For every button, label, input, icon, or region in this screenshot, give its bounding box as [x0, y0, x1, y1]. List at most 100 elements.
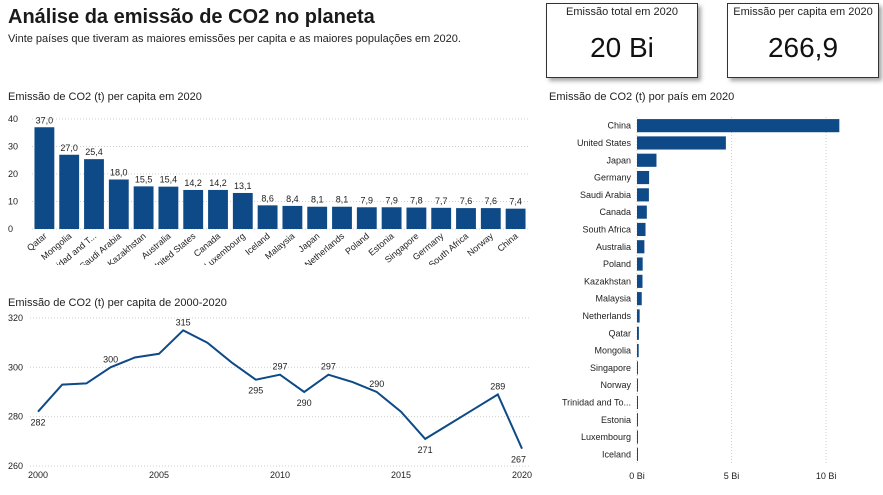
point-label: 315: [176, 317, 191, 327]
point-label: 290: [369, 379, 384, 389]
category-label: Saudi Arabia: [580, 190, 631, 200]
country-bar-chart-title: Emissão de CO2 (t) por país em 2020: [549, 91, 735, 103]
bar: [637, 119, 840, 133]
x-tick-label: 5 Bi: [724, 471, 740, 481]
bar: [257, 205, 278, 229]
y-tick-label: 30: [8, 142, 18, 152]
category-label: Norway: [465, 231, 495, 259]
y-tick-label: 280: [8, 412, 23, 422]
x-tick-label: 0 Bi: [629, 471, 645, 481]
bar: [637, 378, 638, 392]
x-tick-label: 2005: [149, 470, 169, 480]
bar: [332, 206, 352, 229]
kpi-total-emission-value: 20 Bi: [590, 32, 654, 63]
point-label: 297: [272, 362, 287, 372]
data-label: 7,6: [485, 196, 498, 206]
data-label: 37,0: [36, 115, 54, 125]
bar: [183, 189, 204, 229]
y-tick-label: 260: [8, 461, 23, 471]
x-tick-label: 2015: [391, 470, 411, 480]
category-label: China: [495, 231, 519, 254]
data-label: 15,4: [160, 175, 178, 185]
category-label: Iceland: [602, 449, 631, 459]
country-bar-chart: 0 Bi 5 Bi 10 Bi China United States Japan Germ…: [562, 117, 840, 481]
kpi-total-emission-card: Emissão total em 2020 20 Bi: [546, 3, 698, 78]
bar: [637, 153, 657, 167]
bar: [381, 207, 402, 229]
category-label: Germany: [594, 173, 632, 183]
data-label: 8,4: [286, 194, 299, 204]
x-tick-label: 2010: [270, 470, 290, 480]
kpi-total-emission-label: Emissão total em 2020: [566, 6, 678, 18]
category-label: Qatar: [608, 328, 631, 338]
category-label: Japan: [606, 155, 631, 165]
category-label: Singapore: [590, 363, 631, 373]
bar: [637, 447, 638, 461]
bar: [637, 326, 639, 340]
data-label: 14,2: [209, 178, 227, 188]
series-line: [37, 329, 523, 450]
data-label: 7,6: [460, 196, 473, 206]
page-title: Análise da emissão de CO2 no planeta: [8, 6, 375, 28]
bar: [307, 206, 328, 229]
data-label: 7,7: [435, 196, 448, 206]
bar: [133, 186, 154, 229]
bar: [406, 207, 427, 229]
data-label: 25,4: [85, 147, 103, 157]
category-label: Norway: [600, 380, 631, 390]
y-tick-label: 320: [8, 313, 23, 323]
bar: [480, 208, 501, 229]
category-label: Australia: [596, 242, 631, 252]
data-label: 7,4: [509, 197, 522, 207]
data-label: 7,8: [410, 196, 423, 206]
kpi-per-capita-card: Emissão per capita em 2020 266,9: [727, 3, 879, 78]
category-label: Netherlands: [582, 311, 631, 321]
category-label: United States: [577, 138, 632, 148]
bar: [637, 170, 650, 185]
category-label: Estonia: [601, 415, 631, 425]
data-label: 8,1: [336, 195, 349, 205]
bar: [232, 192, 253, 229]
category-label: Canada: [599, 207, 631, 217]
bar: [637, 136, 726, 150]
y-tick-label: 10: [8, 197, 18, 207]
data-label: 7,9: [385, 195, 398, 205]
category-label: Trinidad and To...: [562, 397, 631, 407]
data-label: 14,2: [184, 178, 202, 188]
bar: [637, 240, 645, 254]
point-label: 289: [490, 381, 505, 391]
bar: [637, 257, 643, 271]
bar: [637, 205, 647, 219]
category-label: Malaysia: [595, 294, 631, 304]
bar: [84, 159, 104, 229]
data-label: 13,1: [234, 181, 252, 191]
bar: [456, 208, 476, 229]
category-label: Mongolia: [594, 346, 631, 356]
kpi-per-capita-value: 266,9: [767, 32, 839, 63]
per-capita-line-chart-title: Emissão de CO2 (t) per capita de 2000-20…: [8, 297, 227, 309]
category-label: Poland: [343, 231, 371, 257]
bar: [431, 207, 452, 229]
bar: [637, 222, 646, 237]
per-capita-bar-chart-title: Emissão de CO2 (t) per capita em 2020: [8, 91, 202, 103]
data-label: 8,6: [261, 193, 274, 203]
per-capita-line-chart: 260 280 300 320 2000 2005 2010 2015 2020 282 300 31…: [8, 313, 532, 480]
bar: [637, 413, 638, 427]
y-tick-label: 0: [8, 224, 13, 234]
bar: [282, 205, 303, 229]
data-label: 7,9: [361, 195, 374, 205]
category-label: Kazakhstan: [584, 276, 631, 286]
bar: [637, 361, 638, 375]
x-tick-label: 10 Bi: [816, 471, 837, 481]
bar: [34, 127, 55, 229]
bar: [637, 274, 643, 288]
bar: [637, 343, 639, 358]
category-label: Luxembourg: [581, 432, 631, 442]
bar: [637, 430, 638, 444]
point-label: 295: [248, 386, 263, 396]
kpi-per-capita-label: Emissão per capita em 2020: [733, 6, 873, 18]
y-tick-label: 20: [8, 169, 18, 179]
category-label: South Africa: [582, 224, 631, 234]
bar: [356, 207, 377, 229]
x-tick-label: 2000: [28, 470, 48, 480]
